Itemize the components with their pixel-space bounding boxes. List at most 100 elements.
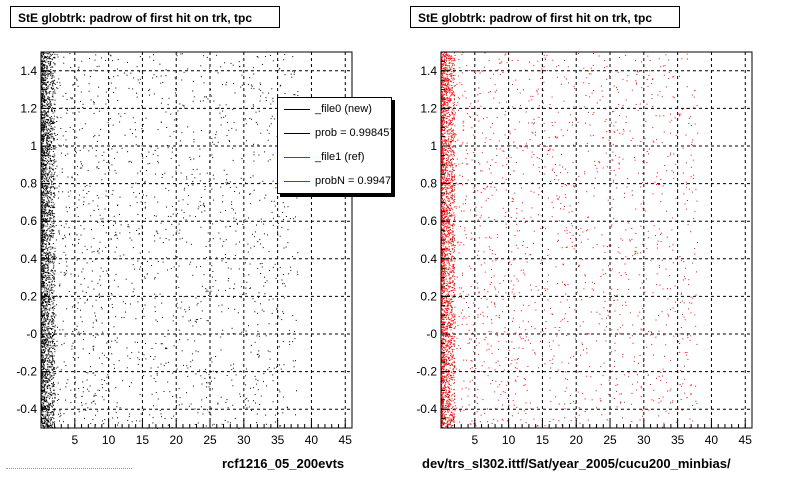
scatter-point xyxy=(255,111,257,113)
scatter-point xyxy=(47,406,49,408)
scatter-point xyxy=(42,159,44,161)
scatter-point xyxy=(43,387,45,389)
scatter-point xyxy=(105,195,107,197)
scatter-point xyxy=(220,124,222,126)
scatter-point xyxy=(98,168,100,169)
scatter-point xyxy=(139,394,141,396)
scatter-point xyxy=(162,174,164,176)
scatter-point xyxy=(50,120,51,122)
scatter-point xyxy=(42,344,44,346)
scatter-point xyxy=(49,64,51,66)
scatter-point xyxy=(41,146,43,148)
scatter-point xyxy=(443,345,445,347)
scatter-point xyxy=(44,344,46,346)
scatter-point xyxy=(44,205,46,207)
scatter-point xyxy=(45,85,47,87)
scatter-point xyxy=(445,315,447,316)
scatter-point xyxy=(47,328,49,330)
scatter-point xyxy=(42,329,44,330)
scatter-point xyxy=(43,326,45,328)
scatter-point xyxy=(250,287,251,289)
scatter-point xyxy=(47,179,49,181)
scatter-point xyxy=(144,180,146,182)
scatter-point xyxy=(47,350,49,352)
scatter-point xyxy=(41,345,43,347)
scatter-point xyxy=(50,288,52,290)
scatter-point xyxy=(268,367,270,369)
scatter-point xyxy=(48,172,50,174)
scatter-point xyxy=(42,283,44,285)
scatter-point xyxy=(63,342,65,344)
scatter-point xyxy=(51,77,53,79)
scatter-point xyxy=(51,134,53,135)
scatter-point xyxy=(51,411,53,413)
scatter-point xyxy=(48,52,50,54)
scatter-point xyxy=(275,414,276,416)
scatter-point xyxy=(80,225,82,227)
scatter-point xyxy=(277,234,279,236)
scatter-point xyxy=(171,417,173,419)
scatter-point xyxy=(47,173,48,175)
scatter-point xyxy=(144,182,146,184)
scatter-point xyxy=(84,278,86,280)
scatter-point xyxy=(47,269,49,271)
scatter-point xyxy=(131,186,133,188)
scatter-point xyxy=(165,75,167,77)
scatter-point xyxy=(49,387,51,389)
scatter-point xyxy=(152,417,154,419)
scatter-point xyxy=(443,255,445,257)
scatter-point xyxy=(100,306,102,308)
scatter-point xyxy=(42,82,44,84)
scatter-point xyxy=(50,174,52,176)
scatter-point xyxy=(72,342,74,344)
scatter-point xyxy=(41,176,43,177)
scatter-point xyxy=(274,421,276,423)
scatter-point xyxy=(170,268,172,270)
scatter-point xyxy=(249,288,251,289)
scatter-point xyxy=(108,131,110,133)
scatter-point xyxy=(97,410,99,412)
scatter-point xyxy=(54,313,56,315)
scatter-point xyxy=(450,119,452,121)
scatter-point xyxy=(49,252,51,254)
scatter-point xyxy=(188,195,190,197)
scatter-point xyxy=(285,246,287,248)
scatter-point xyxy=(183,189,185,191)
scatter-point xyxy=(41,136,43,138)
scatter-point xyxy=(131,161,132,163)
scatter-point xyxy=(43,282,45,283)
scatter-point xyxy=(164,172,166,174)
scatter-point xyxy=(41,372,43,374)
scatter-point xyxy=(265,56,266,58)
scatter-point xyxy=(89,185,91,187)
scatter-point xyxy=(49,91,51,93)
scatter-point xyxy=(41,78,43,80)
scatter-point xyxy=(111,353,113,355)
scatter-point xyxy=(131,282,133,284)
scatter-point xyxy=(87,372,89,374)
legend-entry-prob: prob = 0.998457 xyxy=(278,126,391,140)
scatter-point xyxy=(451,185,453,187)
scatter-point xyxy=(49,143,51,145)
scatter-point xyxy=(52,414,54,415)
scatter-point xyxy=(266,234,268,236)
scatter-point xyxy=(53,413,55,415)
scatter-point xyxy=(41,165,43,167)
y-tick-label: 0.2 xyxy=(20,289,37,303)
scatter-point xyxy=(245,182,247,184)
scatter-point xyxy=(205,372,207,374)
scatter-point xyxy=(44,193,46,195)
scatter-point xyxy=(45,148,47,150)
scatter-point xyxy=(42,156,44,158)
scatter-point xyxy=(43,398,45,400)
scatter-point xyxy=(77,308,79,310)
scatter-point xyxy=(44,367,46,369)
scatter-point xyxy=(446,346,447,348)
scatter-point xyxy=(48,153,49,155)
scatter-point xyxy=(124,113,126,115)
scatter-point xyxy=(446,95,448,97)
scatter-point xyxy=(47,186,49,188)
scatter-point xyxy=(47,198,49,200)
scatter-point xyxy=(55,367,57,369)
scatter-point xyxy=(129,237,131,239)
